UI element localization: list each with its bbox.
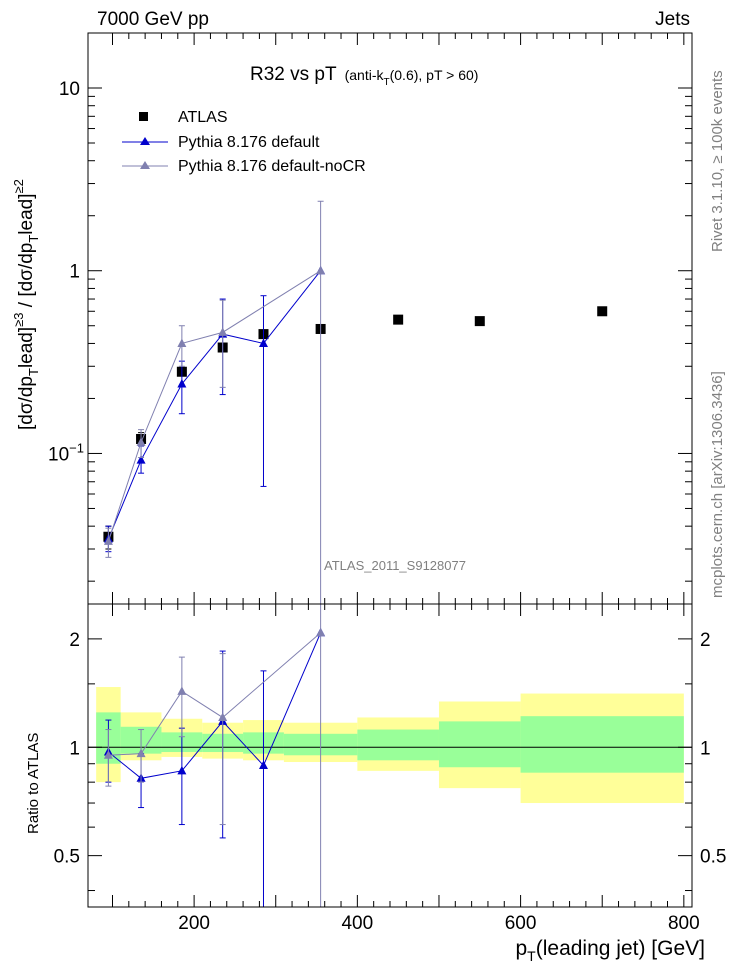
chart-title: R32 vs pT (anti-kT(0.6), pT > 60): [250, 64, 478, 88]
x-tick-label: 200: [178, 913, 210, 934]
pythia-marker: [258, 760, 268, 769]
ratio-frame: [87, 603, 693, 908]
pythia-marker: [136, 455, 146, 464]
header-energy: 7000 GeV pp: [97, 9, 209, 30]
header-category: Jets: [655, 9, 690, 30]
pythia-marker: [218, 327, 228, 336]
ratio-series-layer: [103, 604, 326, 907]
analysis-watermark: ATLAS_2011_S9128077: [324, 558, 466, 573]
pythia-marker: [136, 748, 146, 758]
y-tick-label-right: 1: [700, 738, 711, 759]
y-tick-label: 10: [59, 79, 80, 100]
ratio-panel: 200 400 600 800 0.5 0.5 1 1 2 2 Ratio to ATLAS pT…: [25, 603, 726, 964]
series-line: [107, 270, 322, 540]
y-tick-label: 1: [69, 738, 80, 759]
main-ylabel: [dσ/dpTlead]≥3 / [dσ/dpTlead]≥2: [11, 179, 41, 430]
y-tick-label: 0.5: [54, 847, 80, 868]
pythia-marker: [218, 712, 228, 721]
main-series-layer: [103, 200, 608, 604]
legend-marker-nocr: [140, 161, 150, 169]
pythia-marker: [177, 686, 187, 695]
ratio-ylabel: Ratio to ATLAS: [25, 733, 42, 834]
legend-label-nocr: Pythia 8.176 default-noCR: [178, 158, 366, 175]
y-tick-label: 10−1: [48, 440, 84, 465]
atlas-marker: [474, 316, 485, 327]
pythia-marker: [136, 437, 146, 446]
pythia-marker: [177, 338, 187, 347]
legend-label-default: Pythia 8.176 default: [178, 134, 320, 151]
pythia-marker: [258, 338, 268, 347]
band-inner: [520, 716, 684, 773]
series-line: [108, 632, 322, 779]
ratio-axes: 200 400 600 800 0.5 0.5 1 1 2 2: [54, 604, 726, 934]
mcplots-label: mcplots.cern.ch [arXiv:1306.3436]: [709, 371, 726, 598]
pythia-marker: [316, 265, 326, 275]
pythia-marker: [103, 536, 113, 545]
atlas-marker: [393, 314, 404, 325]
legend-label-atlas: ATLAS: [178, 109, 228, 126]
main-panel: 10−1 1 10 R32 vs pT (anti-kT(0.6), pT > 60)…: [11, 32, 693, 605]
y-tick-label-right: 2: [700, 630, 711, 651]
x-tick-label: 800: [668, 913, 700, 934]
legend-marker-default: [140, 137, 150, 145]
y-tick-label: 2: [69, 630, 80, 651]
pythia-marker: [103, 750, 113, 759]
pythia-marker: [177, 378, 187, 388]
atlas-marker: [597, 306, 608, 317]
band-inner: [438, 721, 521, 768]
legend-marker-atlas: [139, 112, 148, 121]
band-inner: [357, 729, 439, 761]
pythia-marker: [316, 627, 326, 637]
ratio-band-layer: [88, 687, 692, 804]
y-tick-label-right: 0.5: [700, 847, 726, 868]
legend: ATLAS Pythia 8.176 default Pythia 8.176 …: [122, 109, 366, 175]
main-axes: 10−1 1 10: [48, 32, 692, 604]
y-tick-label: 1: [69, 262, 80, 283]
rivet-label: Rivet 3.1.10, ≥ 100k events: [709, 70, 726, 252]
x-tick-label: 600: [505, 913, 537, 934]
x-axis-label: pT(leading jet) [GeV]: [515, 937, 705, 964]
x-tick-label: 400: [341, 913, 373, 934]
pythia-marker: [177, 765, 187, 775]
